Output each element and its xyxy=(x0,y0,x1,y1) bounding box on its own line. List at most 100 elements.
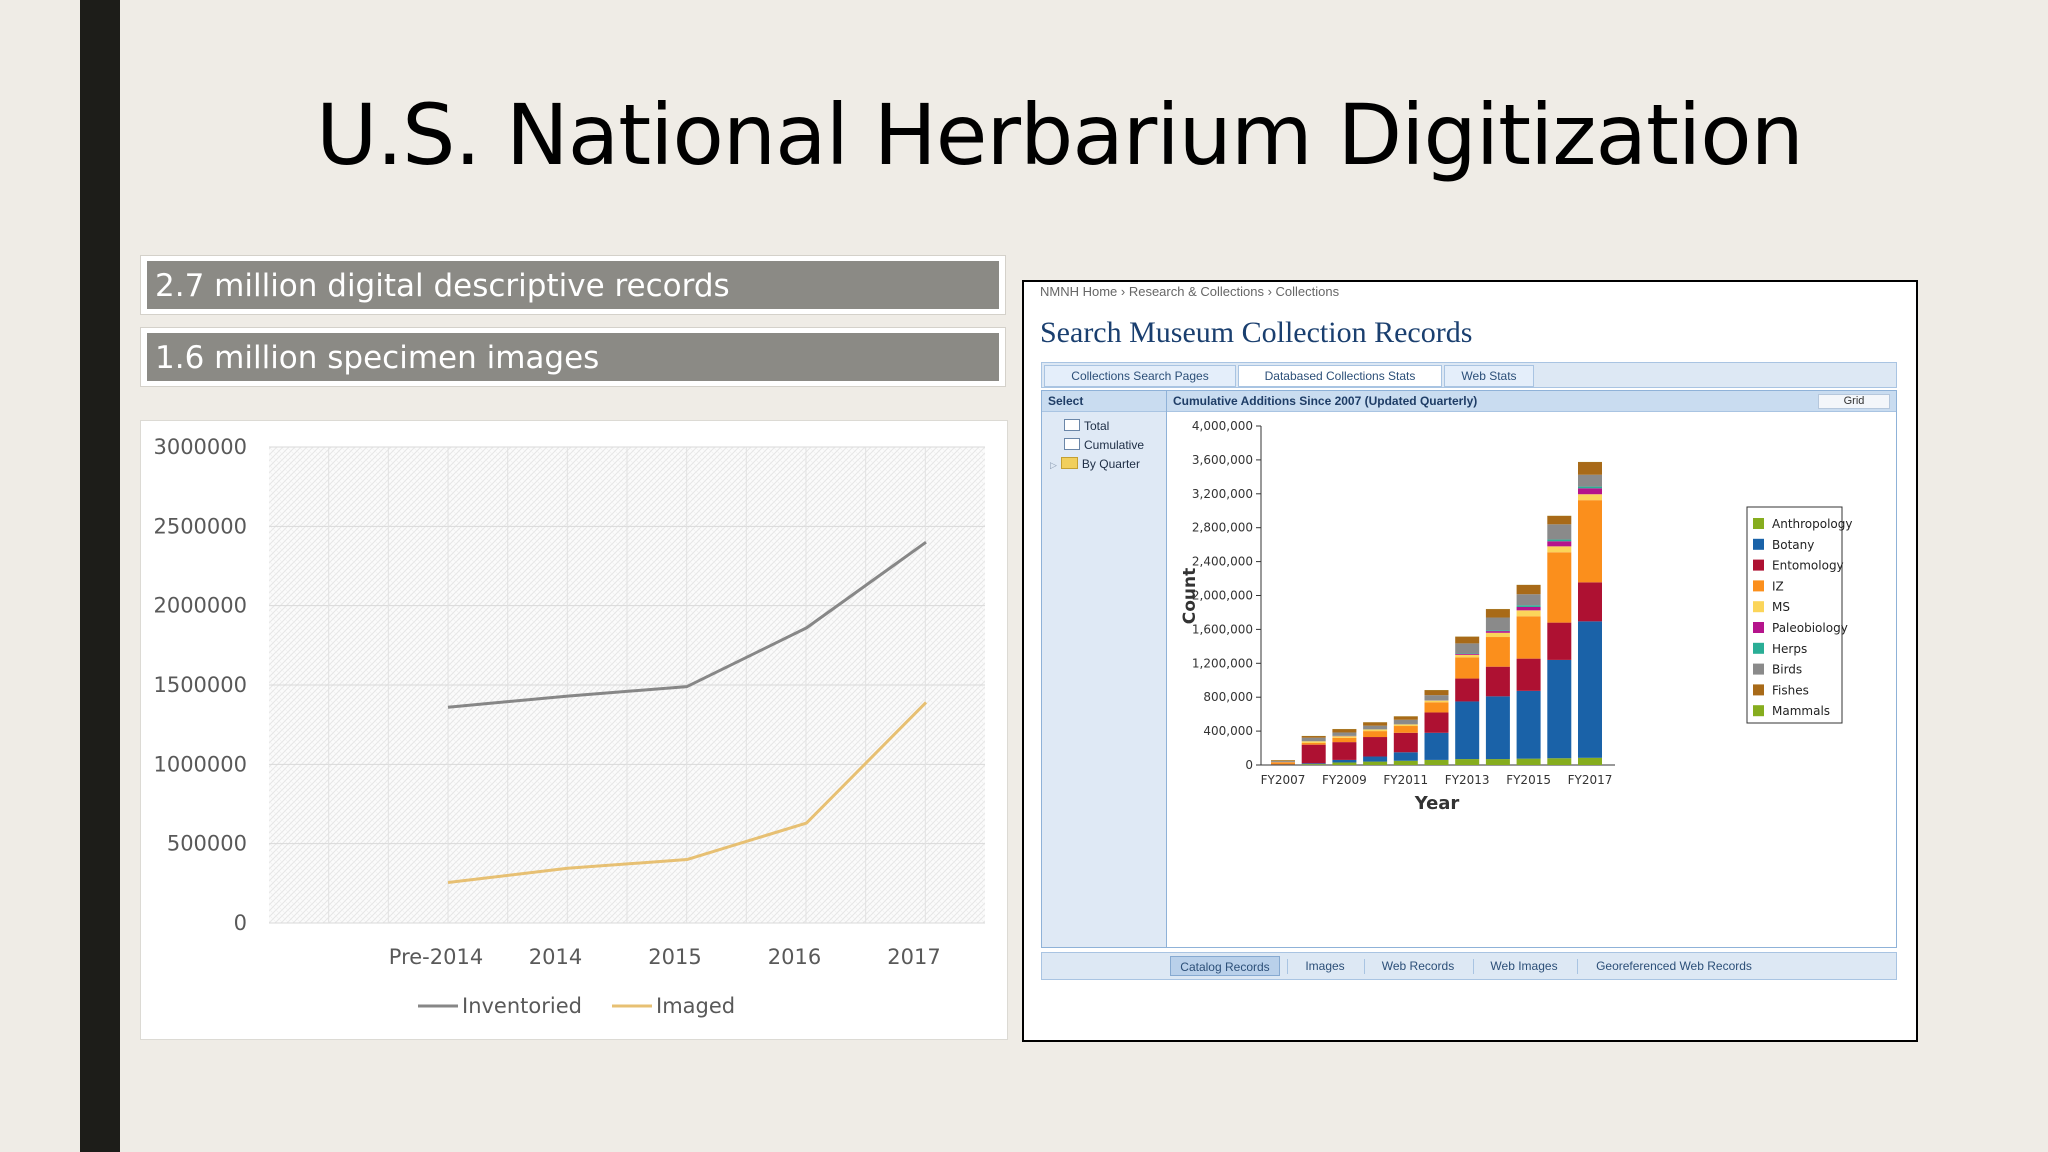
bar-segment-botany xyxy=(1332,759,1357,763)
bar-segment-birds xyxy=(1516,594,1541,606)
bar-segment-iz xyxy=(1271,762,1295,764)
website-screenshot: NMNH Home › Research & Collections › Col… xyxy=(1022,280,1918,1042)
bar-segment-birds xyxy=(1455,643,1480,654)
legend-swatch xyxy=(1753,622,1764,633)
bar-segment-anthropology xyxy=(1424,759,1449,765)
tab-databased-collections-stats[interactable]: Databased Collections Stats xyxy=(1238,365,1442,387)
bar-segment-ms xyxy=(1393,724,1418,727)
grid-button[interactable]: Grid xyxy=(1818,394,1890,409)
legend-item: Anthropology xyxy=(1753,517,1853,531)
legend-label: Herps xyxy=(1772,642,1807,656)
breadcrumb[interactable]: NMNH Home › Research & Collections › Col… xyxy=(1040,284,1340,299)
legend-swatch xyxy=(1753,663,1764,675)
bar-segment-herps xyxy=(1485,630,1510,632)
y-tick-label: 1500000 xyxy=(153,673,247,697)
tree-item-cumulative[interactable]: Cumulative xyxy=(1064,438,1144,452)
tab-georeferenced-web-records[interactable]: Georeferenced Web Records xyxy=(1596,959,1752,973)
tree-item-label: Total xyxy=(1084,419,1110,433)
legend-item: Inventoried xyxy=(418,994,582,1018)
bar-segment-ms xyxy=(1424,700,1449,703)
expand-arrow-icon[interactable]: ▷ xyxy=(1050,460,1057,470)
legend-swatch xyxy=(1753,642,1764,654)
bar-segment-birds xyxy=(1301,737,1326,742)
slide-side-bar xyxy=(80,0,120,1152)
legend-item: Fishes xyxy=(1753,683,1809,697)
bar-segment-ms xyxy=(1578,494,1602,501)
bar-segment-iz xyxy=(1332,737,1357,743)
bar-segment-herps xyxy=(1516,605,1541,607)
y-tick-label: 0 xyxy=(234,911,247,935)
bar-segment-fishes xyxy=(1424,690,1449,696)
bar-segment-fishes xyxy=(1485,609,1510,618)
tab-web-stats[interactable]: Web Stats xyxy=(1444,365,1534,387)
tab-collections-search-pages[interactable]: Collections Search Pages xyxy=(1044,365,1236,387)
bar-stack-fy2011 xyxy=(1393,716,1418,765)
bar-segment-botany xyxy=(1393,752,1418,761)
tab-web-images[interactable]: Web Images xyxy=(1490,959,1558,973)
tab-web-records[interactable]: Web Records xyxy=(1381,959,1455,973)
legend-label: Paleobiology xyxy=(1772,621,1848,635)
legend-swatch xyxy=(1753,518,1764,529)
legend-item: Entomology xyxy=(1753,559,1844,573)
bar-segment-fishes xyxy=(1455,636,1480,644)
top-tab-strip: Collections Search Pages Databased Colle… xyxy=(1041,362,1897,388)
bar-segment-herps xyxy=(1547,539,1572,542)
bar-segment-botany xyxy=(1516,690,1541,759)
bar-stack-fy2007 xyxy=(1271,760,1295,765)
legend-swatch xyxy=(1753,559,1764,571)
bar-segment-anthropology xyxy=(1363,761,1388,765)
stacked-bar-chart: 0 400,000 800,000 1,200,000 1,600,000 2,000,0… xyxy=(1180,419,1853,814)
y-tick-label: 1,600,000 xyxy=(1192,622,1253,636)
line-chart-panel: 0 500000 1000000 1500000 2000000 2500000 30000… xyxy=(140,420,1008,1040)
bar-segment-birds xyxy=(1578,474,1602,487)
bar-stack-fy2009 xyxy=(1332,728,1357,765)
bar-segment-ms xyxy=(1485,632,1510,638)
bar-segment-iz xyxy=(1485,637,1510,667)
bar-segment-iz xyxy=(1301,742,1326,745)
x-tick-label: FY2017 xyxy=(1568,773,1613,787)
bar-segment-botany xyxy=(1578,621,1602,758)
bar-segment-birds xyxy=(1485,617,1510,631)
x-axis-title: Year xyxy=(1414,793,1460,814)
legend-item: IZ xyxy=(1753,579,1784,593)
y-tick-label: 1000000 xyxy=(153,752,247,776)
bar-segment-entomology xyxy=(1578,582,1602,622)
x-tick-label: 2016 xyxy=(768,945,821,969)
y-tick-label: 3000000 xyxy=(153,435,247,459)
x-tick-label: FY2011 xyxy=(1383,773,1428,787)
legend-label: Mammals xyxy=(1772,704,1830,718)
legend-item: Birds xyxy=(1753,663,1802,677)
bar-segment-anthropology xyxy=(1393,760,1418,765)
stat-box-records: 2.7 million digital descriptive records xyxy=(140,255,1006,315)
bar-segment-birds xyxy=(1424,695,1449,701)
y-tick-label: 3,200,000 xyxy=(1192,487,1253,501)
bar-segment-paleobiology xyxy=(1455,653,1480,655)
bar-stack-fy2010 xyxy=(1363,722,1388,765)
tree-item-by-quarter[interactable]: ▷ By Quarter xyxy=(1050,457,1140,471)
y-tick-label: 2,000,000 xyxy=(1192,589,1253,603)
tree-item-total[interactable]: Total xyxy=(1064,419,1109,433)
y-tick-label: 3,600,000 xyxy=(1192,453,1253,467)
bar-segment-birds xyxy=(1547,524,1572,540)
bar-segment-botany xyxy=(1363,756,1388,762)
y-tick-label: 1,200,000 xyxy=(1192,656,1253,670)
legend-swatch xyxy=(1753,538,1764,550)
bar-segment-fishes xyxy=(1516,584,1541,595)
legend-label: Botany xyxy=(1772,538,1814,552)
bar-segment-ms xyxy=(1516,610,1541,617)
select-pane: Select Total Cumulative ▷ By Quarter xyxy=(1042,391,1167,947)
bar-segment-anthropology xyxy=(1332,762,1357,765)
bar-segment-botany xyxy=(1301,763,1326,765)
tab-catalog-records[interactable]: Catalog Records xyxy=(1170,956,1280,976)
series-line-imaged xyxy=(447,701,928,885)
bar-segment-entomology xyxy=(1455,678,1480,702)
tab-images[interactable]: Images xyxy=(1305,959,1345,973)
bar-stack-fy2008 xyxy=(1301,735,1326,765)
bar-segment-paleobiology xyxy=(1578,488,1602,495)
slide-title: U.S. National Herbarium Digitization xyxy=(316,86,1804,184)
x-tick-label: FY2015 xyxy=(1506,773,1551,787)
grid-icon xyxy=(1064,438,1080,450)
y-axis-title: Count xyxy=(1180,568,1200,625)
legend-item: MS xyxy=(1753,600,1790,614)
x-tick-label: Pre-2014 xyxy=(389,945,483,969)
